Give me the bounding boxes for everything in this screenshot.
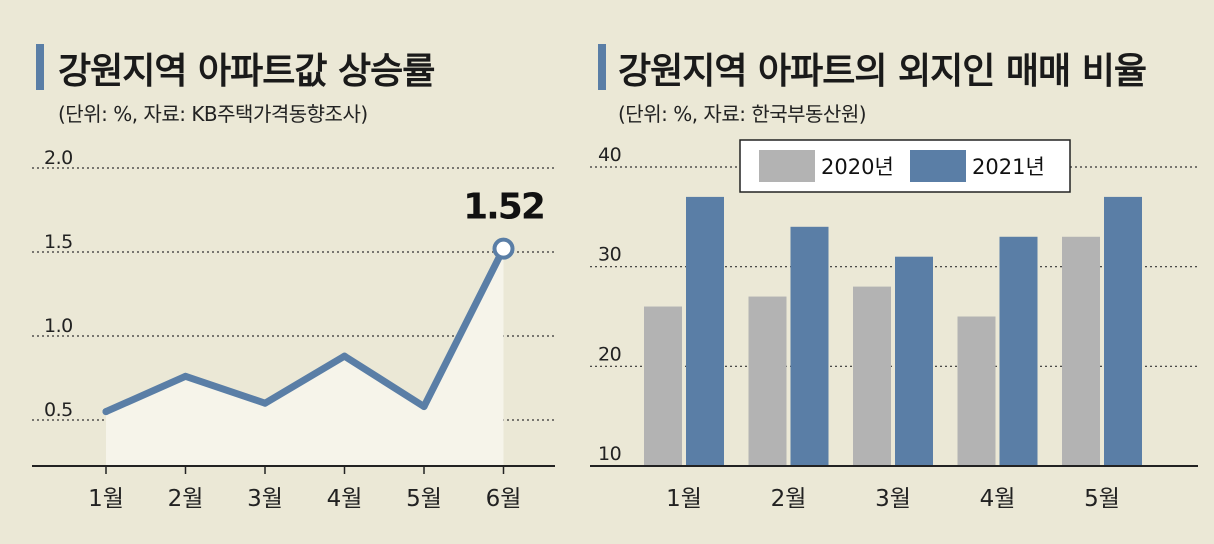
legend-swatch [910,150,966,182]
data-point [261,399,269,407]
right-chart-subtitle: (단위: %, 자료: 한국부동산원) [618,102,867,126]
x-tick-label: 1월 [88,486,124,512]
bar-2021년 [1104,196,1142,466]
bar-2020년 [748,296,787,466]
x-tick-label: 2월 [168,486,204,512]
y-tick-label: 30 [598,244,621,266]
bar-chart: 40 30 20 10 1월 2월 3월 4월 5월 2020년 2021년 [590,139,1198,512]
y-tick-label: 20 [598,343,621,365]
bar-2020년 [1062,236,1100,466]
x-tick-label: 6월 [486,486,522,512]
bar-2020년 [644,306,682,466]
highlight-point [492,237,515,260]
bar-2021년 [686,196,724,466]
line-chart: 2.0 1.5 1.0 0.5 1.52 1월 2월 3월 4월 5월 6월 [32,147,555,512]
x-tick-label: 1월 [666,486,702,512]
right-chart-title: 강원지역 아파트의 외지인 매매 비율 [618,51,1147,92]
x-tick-label: 4월 [980,486,1016,512]
left-chart-panel: 강원지역 아파트값 상승률 (단위: %, 자료: KB주택가격동향조사) 2.… [0,0,580,544]
legend-swatch [759,150,815,182]
data-point [420,403,428,411]
y-tick-label: 1.0 [44,315,73,337]
x-tick-label: 3월 [875,486,911,512]
y-tick-label: 1.5 [44,231,73,253]
y-tick-label: 10 [598,443,621,465]
x-tick-label: 3월 [247,486,283,512]
x-tick-label: 5월 [406,486,442,512]
x-tick-label: 2월 [771,486,807,512]
data-point [182,372,189,380]
bar-2020년 [957,316,996,466]
title-accent-bar [36,44,44,90]
area-fill [106,248,504,466]
bar-2021년 [895,256,933,466]
data-point [102,408,110,416]
legend: 2020년 2021년 [739,139,1071,193]
legend-label: 2020년 [821,155,894,179]
y-tick-label: 2.0 [44,147,73,169]
title-accent-bar [598,44,606,90]
bar-2021년 [999,236,1038,466]
left-chart-title: 강원지역 아파트값 상승률 [58,51,435,92]
legend-label: 2021년 [972,155,1045,179]
data-line [102,245,507,416]
x-tick-label: 5월 [1084,486,1120,512]
left-chart-subtitle: (단위: %, 자료: KB주택가격동향조사) [58,102,368,126]
x-tick-label: 4월 [327,486,363,512]
bar-2021년 [790,226,829,466]
y-tick-label: 0.5 [44,399,73,421]
bar-2020년 [853,286,891,466]
value-callout: 1.52 [463,187,544,228]
right-chart-panel: 강원지역 아파트의 외지인 매매 비율 (단위: %, 자료: 한국부동산원) … [590,0,1214,544]
y-tick-label: 40 [598,144,621,166]
data-point [341,352,348,360]
